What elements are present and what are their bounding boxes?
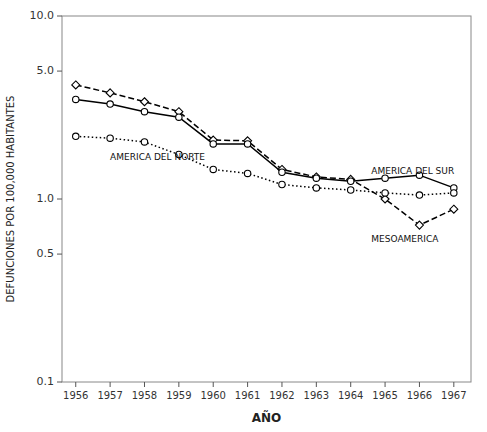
- series-marker: [210, 141, 216, 147]
- y-tick-label: 0.1: [37, 375, 55, 388]
- series-marker: [313, 175, 319, 181]
- series-marker: [348, 187, 354, 193]
- series-marker: [73, 133, 79, 139]
- y-tick-label: 10.0: [30, 9, 55, 22]
- series-marker: [107, 135, 113, 141]
- annotation: MESOAMERICA: [371, 234, 439, 244]
- x-tick: [144, 382, 145, 387]
- x-tick-label: 1965: [372, 390, 397, 401]
- x-tick: [350, 382, 351, 387]
- y-tick: [57, 16, 62, 17]
- y-axis-label: DEFUNCIONES POR 100,000 HABITANTES: [5, 96, 16, 303]
- x-tick-label: 1961: [235, 390, 260, 401]
- x-tick-label: 1957: [97, 390, 122, 401]
- series-line: [76, 85, 454, 225]
- x-tick: [419, 382, 420, 387]
- x-tick-label: 1962: [269, 390, 294, 401]
- series-marker: [348, 178, 354, 184]
- series-marker: [244, 170, 250, 176]
- x-tick-label: 1960: [201, 390, 226, 401]
- x-tick-label: 1958: [132, 390, 157, 401]
- y-tick: [57, 199, 62, 200]
- series-marker: [279, 181, 285, 187]
- series-marker: [141, 139, 147, 145]
- series-marker: [312, 173, 320, 181]
- y-tick: [57, 254, 62, 255]
- series-line: [76, 99, 454, 187]
- y-tick: [57, 382, 62, 383]
- x-tick: [316, 382, 317, 387]
- x-tick: [75, 382, 76, 387]
- series-marker: [450, 205, 458, 213]
- x-tick: [453, 382, 454, 387]
- x-tick-label: 1963: [304, 390, 329, 401]
- chart: 0.1 0.5 1.0 5.0 10.0 1956 1957 1958 1959 1960 1961…: [0, 0, 487, 432]
- x-tick: [178, 382, 179, 387]
- y-tick-label: 0.5: [37, 247, 55, 260]
- series-marker: [106, 89, 114, 97]
- x-tick: [110, 382, 111, 387]
- series-marker: [140, 98, 148, 106]
- x-tick-label: 1967: [441, 390, 466, 401]
- series-marker: [73, 96, 79, 102]
- series-line: [76, 136, 454, 195]
- series-marker: [313, 185, 319, 191]
- x-tick: [385, 382, 386, 387]
- x-tick-label: 1956: [63, 390, 88, 401]
- x-tick-label: 1959: [166, 390, 191, 401]
- series-marker: [416, 192, 422, 198]
- series-marker: [176, 114, 182, 120]
- series-marker: [451, 190, 457, 196]
- series-marker: [141, 108, 147, 114]
- series-marker: [107, 101, 113, 107]
- x-tick: [213, 382, 214, 387]
- x-tick-label: 1964: [338, 390, 363, 401]
- plot-area: [72, 81, 458, 229]
- series-marker: [210, 166, 216, 172]
- y-tick-label: 1.0: [37, 192, 55, 205]
- series-marker: [382, 190, 388, 196]
- series-marker: [279, 169, 285, 175]
- series-marker: [382, 175, 388, 181]
- x-axis-label: AÑO: [252, 410, 282, 425]
- x-tick: [247, 382, 248, 387]
- x-tick-label: 1966: [407, 390, 432, 401]
- plot-frame: [62, 16, 471, 382]
- x-tick: [281, 382, 282, 387]
- series-marker: [415, 221, 423, 229]
- y-tick: [57, 71, 62, 72]
- y-tick-label: 5.0: [37, 64, 55, 77]
- annotation: AMERICA DEL NORTE: [110, 152, 205, 162]
- annotation: AMERICA DEL SUR: [371, 166, 454, 176]
- series-marker: [72, 81, 80, 89]
- series-marker: [244, 141, 250, 147]
